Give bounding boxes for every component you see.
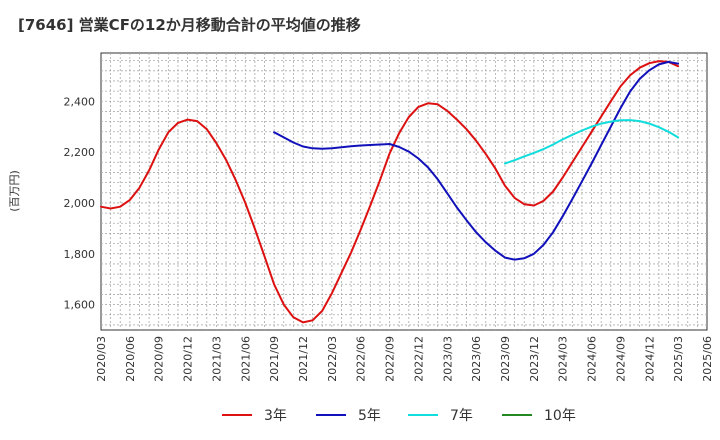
x-tick-label: 2024/03 xyxy=(557,336,570,382)
x-tick-label: 2025/06 xyxy=(701,336,714,382)
y-tick-label: 1,800 xyxy=(64,248,96,261)
x-tick-label: 2024/12 xyxy=(643,336,656,382)
series-line-3年 xyxy=(100,60,680,324)
x-tick-label: 2022/03 xyxy=(326,336,339,382)
grid-lines xyxy=(101,53,707,330)
x-tick-label: 2021/09 xyxy=(268,336,281,382)
x-tick-label: 2020/03 xyxy=(95,336,108,382)
axis-labels: 1,600 1,800 2,000 2,200 2,400 2020/03 2020/06 2… xyxy=(64,95,715,381)
series-line-5年 xyxy=(273,60,680,261)
series-line-7年 xyxy=(504,119,680,165)
legend-label: 3年 xyxy=(264,408,287,424)
x-tick-label: 2021/12 xyxy=(297,336,310,382)
y-tick-label: 1,600 xyxy=(64,299,96,312)
x-tick-label: 2021/06 xyxy=(239,336,252,382)
x-tick-label: 2024/06 xyxy=(586,336,599,382)
x-tick-label: 2023/12 xyxy=(528,336,541,382)
y-axis-label: (百万円) xyxy=(8,170,21,212)
y-tick-label: 2,200 xyxy=(64,146,96,159)
legend-label: 7年 xyxy=(450,408,473,424)
x-tick-label: 2021/03 xyxy=(210,336,223,382)
x-tick-label: 2023/09 xyxy=(499,336,512,382)
legend-label: 10年 xyxy=(544,408,576,424)
x-tick-label: 2020/06 xyxy=(124,336,137,382)
series-lines xyxy=(100,60,680,324)
legend-label: 5年 xyxy=(358,408,381,424)
x-tick-label: 2022/12 xyxy=(412,336,425,382)
x-tick-label: 2024/09 xyxy=(614,336,627,382)
x-tick-label: 2022/09 xyxy=(384,336,397,382)
x-tick-label: 2023/06 xyxy=(470,336,483,382)
y-tick-label: 2,000 xyxy=(64,197,96,210)
chart-title: [7646] 営業CFの12か月移動合計の平均値の推移 xyxy=(18,16,361,34)
x-tick-label: 2020/09 xyxy=(153,336,166,382)
x-tick-label: 2023/03 xyxy=(441,336,454,382)
x-tick-label: 2025/03 xyxy=(672,336,685,382)
legend: 3年 5年 7年 10年 xyxy=(222,408,576,424)
y-tick-label: 2,400 xyxy=(64,95,96,108)
x-tick-label: 2020/12 xyxy=(182,336,195,382)
plot-area xyxy=(100,52,708,331)
x-tick-label: 2022/06 xyxy=(355,336,368,382)
